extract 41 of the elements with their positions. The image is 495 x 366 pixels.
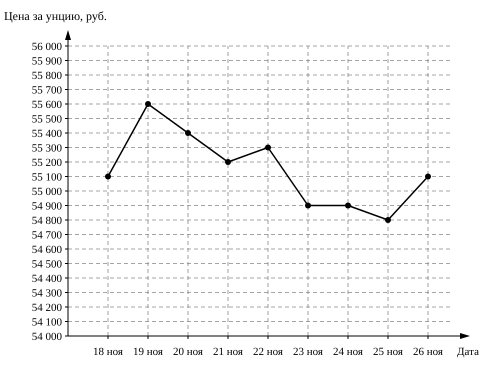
y-tick-label: 54 300 [32, 287, 62, 300]
point [145, 101, 151, 107]
y-tick-label: 54 100 [32, 316, 62, 328]
point [265, 144, 271, 150]
y-tick-label: 55 800 [32, 70, 62, 82]
y-tick-label: 55 100 [32, 171, 62, 184]
x-tick-label: 20 ноя [173, 346, 203, 358]
point [225, 159, 231, 165]
y-tick-label: 55 400 [32, 128, 62, 140]
x-axis-title: Дата [457, 346, 480, 358]
x-tick-label: 22 ноя [253, 346, 283, 358]
point [185, 130, 191, 136]
x-tick-label: 19 ноя [133, 346, 163, 358]
y-axis-title: Цена за унцию, руб. [4, 9, 107, 23]
point [305, 202, 311, 208]
y-tick-label: 55 300 [32, 142, 62, 154]
y-tick-label: 54 800 [32, 214, 62, 227]
y-tick-label: 55 600 [32, 98, 62, 111]
y-tick-label: 54 200 [32, 302, 62, 314]
y-tick-label: 54 600 [32, 244, 62, 256]
point [345, 202, 351, 208]
point [105, 174, 111, 180]
x-tick-label: 18 ноя [93, 346, 123, 358]
x-tick-label: 25 ноя [373, 346, 403, 358]
y-tick-label: 54 700 [32, 229, 62, 242]
x-tick-label: 21 ноя [213, 346, 243, 358]
y-tick-label: 55 700 [32, 84, 62, 96]
y-tick-label: 54 500 [32, 258, 62, 270]
y-tick-label: 54 400 [32, 272, 62, 285]
point [425, 174, 431, 180]
y-tick-label: 54 900 [32, 200, 62, 212]
y-tick-label: 55 900 [32, 55, 62, 68]
y-tick-label: 55 200 [32, 156, 62, 169]
y-tick-label: 55 500 [32, 113, 62, 126]
x-tick-label: 24 ноя [333, 346, 363, 358]
y-tick-label: 55 000 [32, 186, 62, 198]
x-tick-label: 26 ноя [413, 346, 443, 358]
y-tick-label: 56 000 [32, 40, 62, 53]
x-tick-label: 23 ноя [293, 346, 323, 358]
point [385, 217, 391, 223]
y-tick-label: 54 000 [32, 330, 62, 343]
